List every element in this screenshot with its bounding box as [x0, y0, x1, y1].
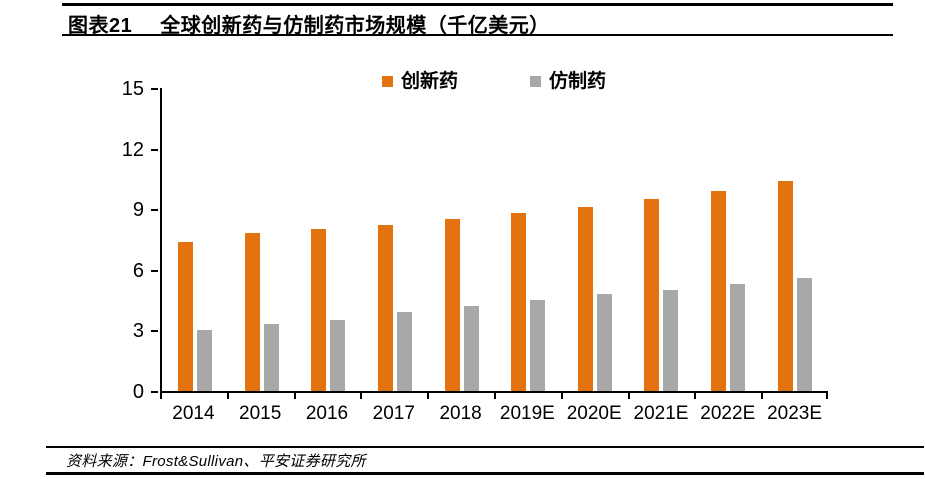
y-axis-tick-9 — [151, 209, 158, 212]
y-axis-label-6: 6 — [132, 259, 144, 282]
bar-innovative-drugs-2023E — [777, 180, 793, 391]
bar-generic-drugs-2022E — [730, 283, 746, 391]
x-axis-label-2017: 2017 — [372, 403, 415, 424]
bar-innovative-drugs-2020E — [577, 207, 593, 391]
footer-bottom-rule — [46, 472, 924, 475]
figure-title-text: 全球创新药与仿制药市场规模（千亿美元） — [160, 15, 550, 37]
title-bottom-rule — [62, 34, 893, 36]
bar-innovative-drugs-2016 — [311, 229, 327, 391]
x-axis-label-2023E: 2023E — [767, 403, 823, 424]
title-top-rule — [62, 3, 893, 6]
y-axis-tick-3 — [151, 330, 158, 333]
x-axis-label-2016: 2016 — [305, 403, 349, 424]
y-axis-tick-0 — [151, 391, 158, 393]
legend-item-generic-drugs: 仿制药 — [530, 72, 606, 91]
bar-group-2018 — [428, 88, 495, 391]
bar-innovative-drugs-2021E — [644, 199, 660, 391]
x-axis-tick-10 — [826, 392, 828, 399]
x-axis-label-2021E: 2021E — [633, 403, 689, 424]
bar-generic-drugs-2019E — [530, 300, 546, 391]
x-axis-tick-5 — [494, 392, 496, 399]
y-axis-label-0: 0 — [132, 381, 144, 403]
bar-group-2020E — [562, 88, 629, 391]
legend-label-generic: 仿制药 — [549, 71, 607, 92]
x-axis-tick-3 — [360, 392, 363, 399]
x-axis-label-2015: 2015 — [239, 403, 282, 424]
x-axis-label-2022E: 2022E — [700, 403, 756, 424]
bar-innovative-drugs-2017 — [378, 225, 394, 391]
bar-generic-drugs-2023E — [796, 277, 812, 391]
bars-row — [162, 88, 828, 391]
bar-group-2014 — [162, 88, 229, 391]
bar-generic-drugs-2014 — [197, 330, 213, 391]
legend-swatch-innovative-icon — [381, 76, 393, 87]
chart-legend: 创新药 仿制药 — [160, 72, 828, 91]
plot-area — [160, 88, 828, 393]
bar-group-2016 — [295, 88, 362, 391]
bar-generic-drugs-2015 — [263, 324, 279, 391]
bar-group-2019E — [495, 88, 562, 391]
legend-label-innovative: 创新药 — [400, 71, 458, 92]
bar-group-2023E — [761, 88, 828, 391]
bar-generic-drugs-2016 — [330, 320, 346, 391]
x-axis-tick-2 — [293, 392, 296, 399]
bar-group-2021E — [628, 88, 695, 391]
y-axis-label-3: 3 — [132, 320, 144, 343]
y-axis-tick-15 — [151, 88, 158, 90]
bar-innovative-drugs-2019E — [511, 213, 527, 391]
y-axis-tick-12 — [151, 148, 158, 151]
figure-title: 图表21 全球创新药与仿制药市场规模（千亿美元） — [68, 9, 888, 38]
figure-number-label: 图表21 — [68, 15, 133, 37]
x-axis-tick-0 — [160, 392, 162, 399]
bar-generic-drugs-2021E — [663, 290, 679, 391]
y-axis-label-12: 12 — [121, 138, 144, 161]
x-axis-tick-7 — [627, 392, 630, 399]
x-axis-tick-1 — [226, 392, 229, 399]
bar-group-2022E — [695, 88, 762, 391]
bar-generic-drugs-2017 — [397, 312, 413, 391]
x-axis-label-2020E: 2020E — [566, 403, 622, 424]
y-axis-label-15: 15 — [121, 78, 144, 100]
bar-innovative-drugs-2022E — [711, 191, 727, 391]
bar-group-2015 — [229, 88, 296, 391]
legend-swatch-generic-icon — [530, 76, 541, 87]
x-axis-label-2019E: 2019E — [499, 403, 555, 424]
bar-innovative-drugs-2015 — [244, 233, 260, 391]
legend-item-innovative-drugs: 创新药 — [381, 71, 458, 92]
footer-top-rule — [46, 446, 924, 448]
bar-generic-drugs-2018 — [463, 306, 479, 391]
x-axis-label-2018: 2018 — [439, 403, 482, 424]
bar-group-2017 — [362, 88, 429, 391]
y-axis-label-9: 9 — [132, 199, 144, 222]
x-axis-tick-8 — [694, 392, 697, 399]
x-axis-labels: 2014 2015 2016 2017 2018 2019E 2020E 2021E 2022E… — [160, 402, 828, 426]
y-axis-tick-6 — [151, 269, 158, 272]
bar-generic-drugs-2020E — [596, 294, 612, 391]
bar-innovative-drugs-2014 — [178, 241, 194, 391]
x-axis-tick-9 — [761, 392, 764, 399]
x-axis-tick-6 — [560, 392, 563, 399]
source-line: 资料来源：Frost&Sullivan、平安证券研究所 — [66, 453, 366, 470]
x-axis-tick-4 — [427, 392, 430, 399]
bar-innovative-drugs-2018 — [444, 219, 460, 391]
x-axis-label-2014: 2014 — [172, 403, 215, 424]
